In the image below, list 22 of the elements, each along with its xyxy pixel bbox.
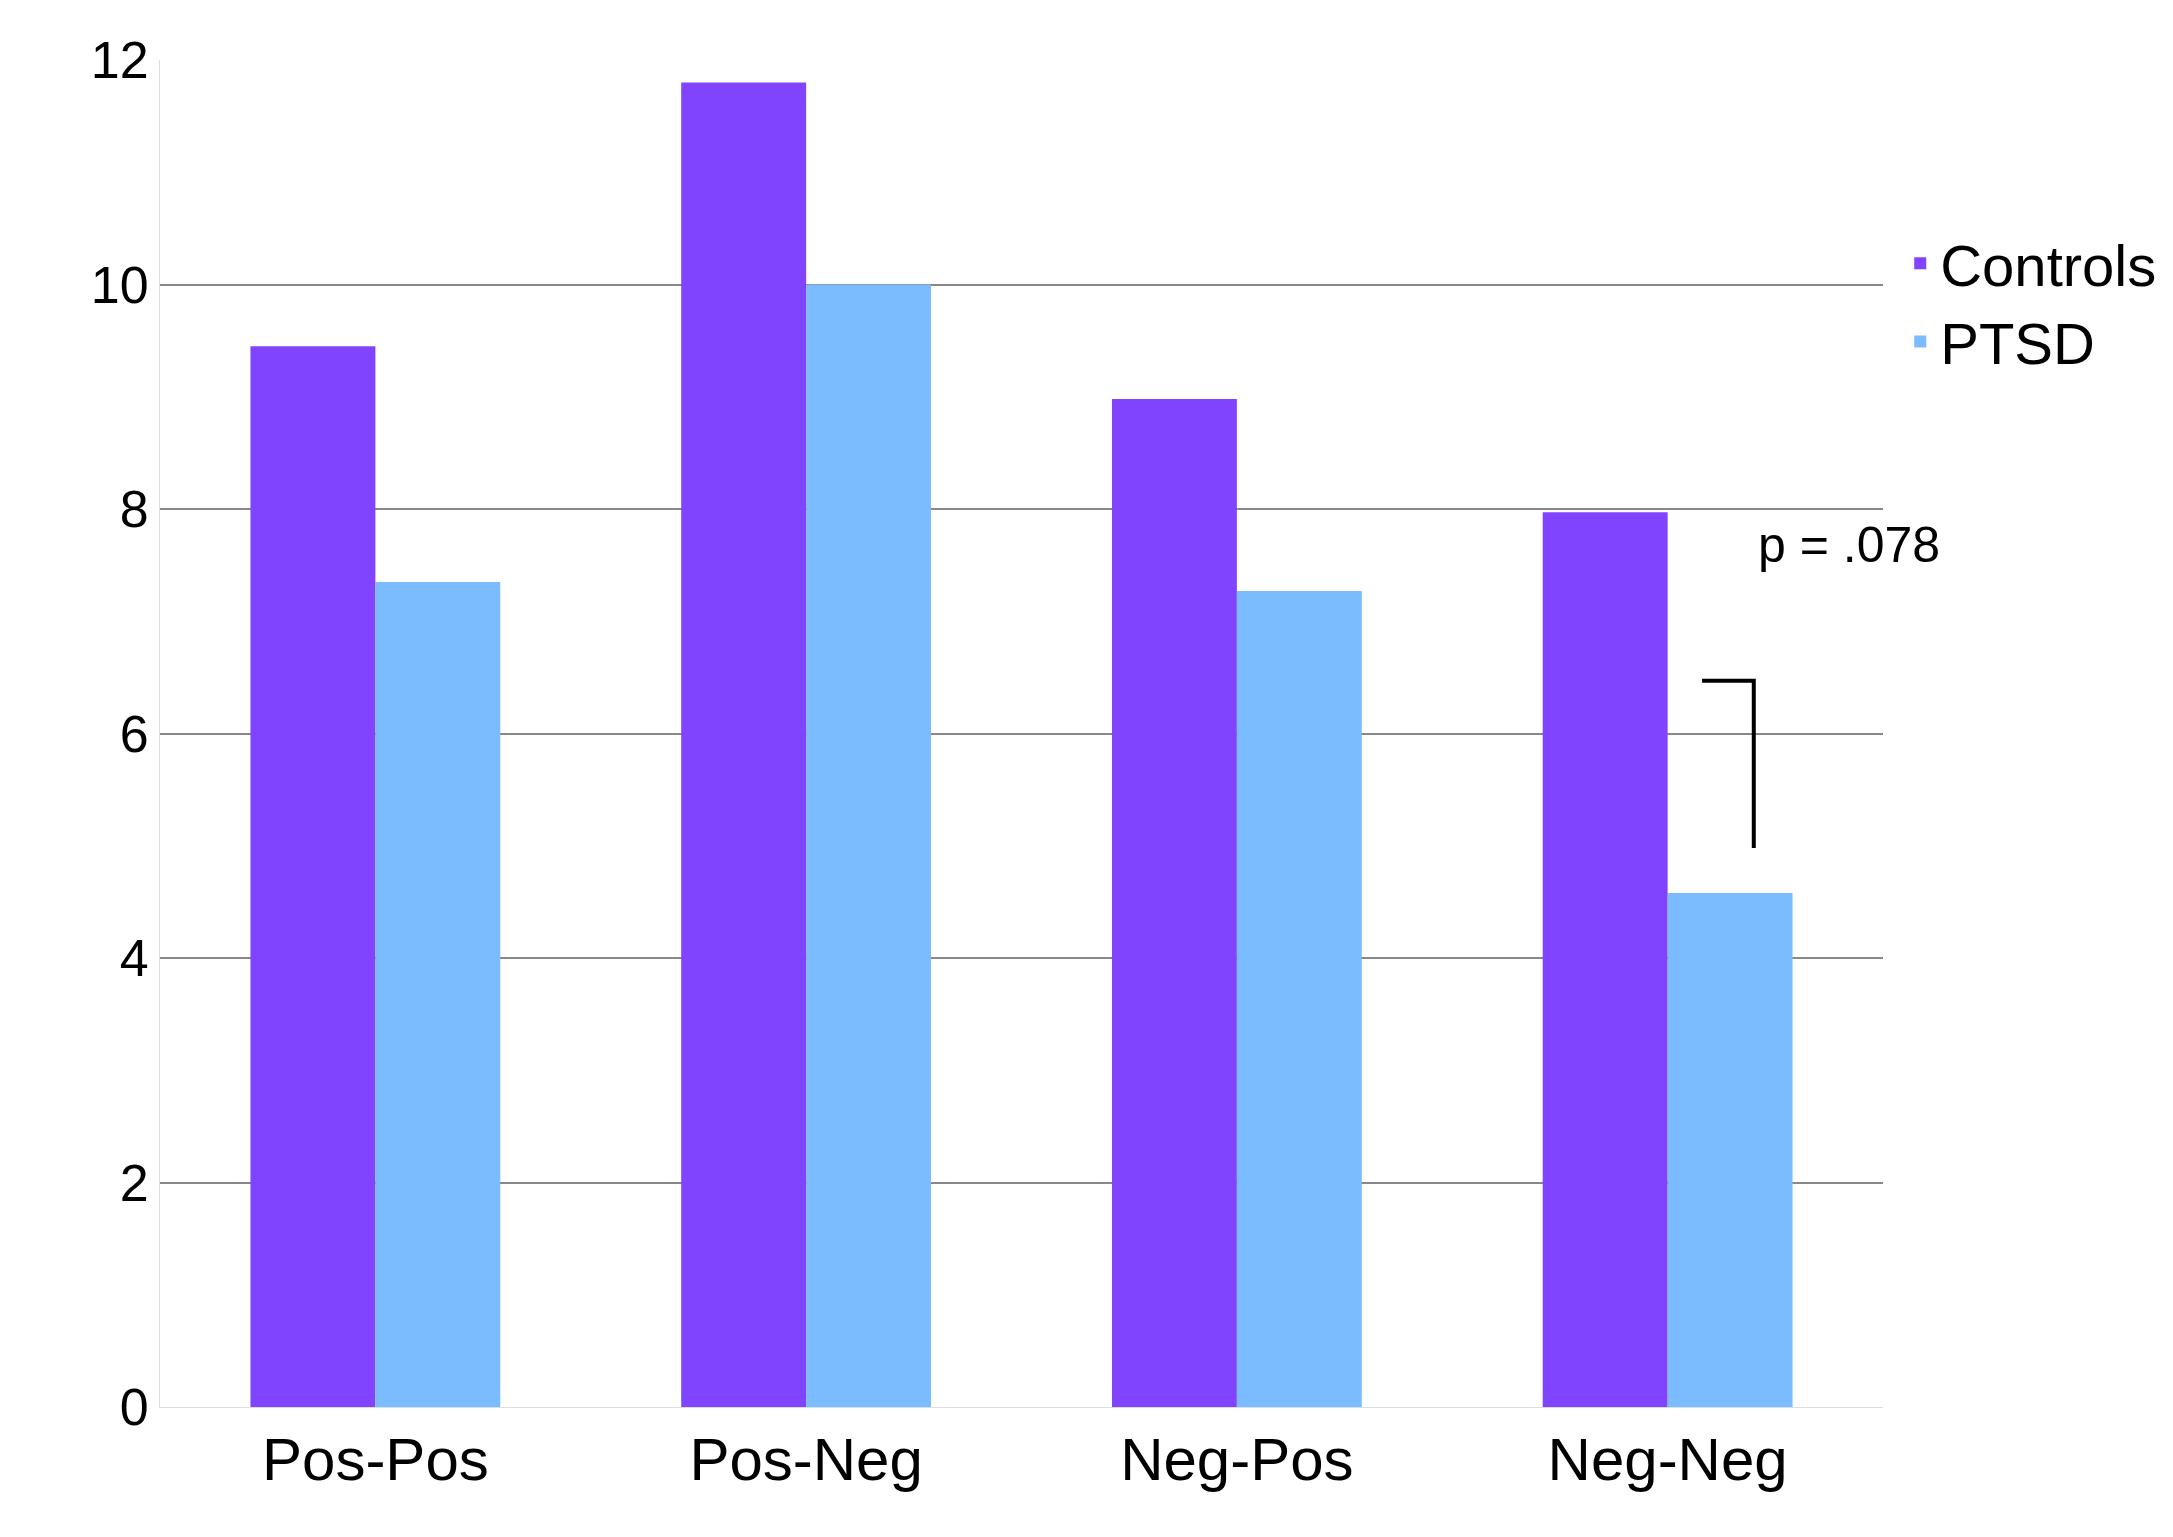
bar [1667,892,1793,1407]
x-tick-label: Neg-Neg [1547,1426,1788,1493]
legend-label: Controls [1940,232,2157,298]
bar [1236,590,1362,1407]
bar [375,581,501,1407]
bar [681,82,807,1407]
x-tick-label: Pos-Pos [262,1426,489,1493]
y-tick-label: 12 [90,31,149,90]
y-tick-label: 4 [119,929,149,988]
y-tick-label: 6 [119,704,149,763]
y-tick-label: 0 [119,1378,149,1437]
bar [250,346,376,1407]
y-tick-label: 8 [119,480,149,539]
legend-label: PTSD [1940,311,2095,377]
x-tick-label: Neg-Pos [1120,1426,1354,1493]
annotation: p = .078 [1758,517,1941,573]
x-tick-label: Pos-Neg [689,1426,923,1493]
bar [806,284,932,1407]
bar [1542,512,1668,1407]
bar [1111,399,1237,1407]
y-tick-label: 10 [90,255,149,314]
y-tick-label: 2 [119,1153,149,1212]
